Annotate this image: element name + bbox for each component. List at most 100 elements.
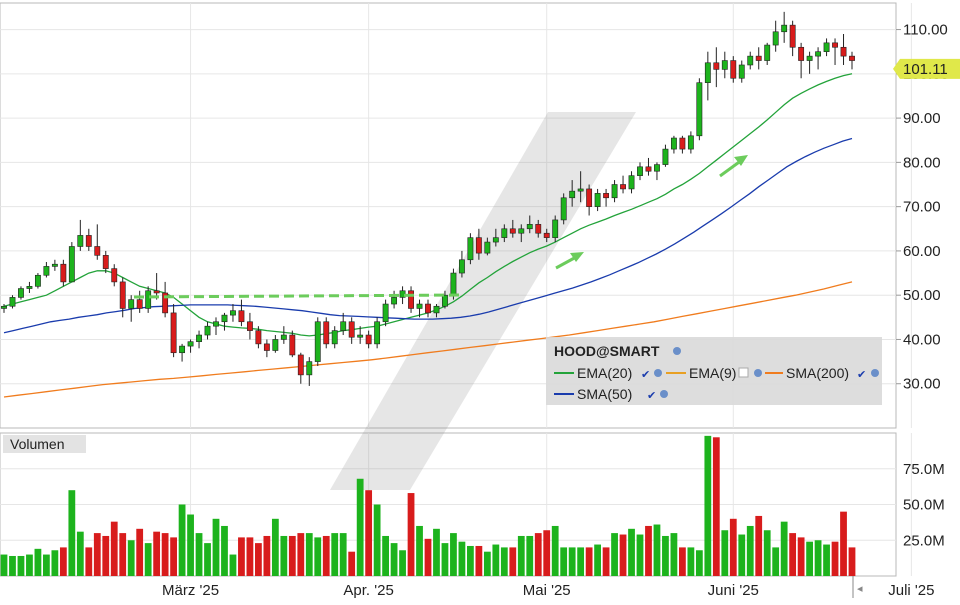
legend-settings-icon[interactable] bbox=[673, 347, 681, 355]
candle bbox=[111, 264, 118, 287]
candle bbox=[433, 304, 440, 318]
candle bbox=[535, 219, 542, 238]
candle bbox=[637, 162, 643, 181]
volume-bar bbox=[594, 544, 601, 576]
volume-bar bbox=[763, 530, 771, 576]
volume-bar bbox=[322, 535, 330, 576]
candle bbox=[382, 299, 389, 327]
legend-check-icon[interactable]: ✔ bbox=[647, 390, 656, 402]
candle bbox=[348, 317, 355, 344]
candle bbox=[509, 219, 516, 238]
legend-item-ema20[interactable]: EMA(20) bbox=[577, 365, 632, 381]
volume-bar bbox=[628, 528, 635, 576]
candle bbox=[94, 224, 101, 260]
volume-bar bbox=[823, 544, 830, 576]
candle bbox=[713, 47, 720, 88]
candle bbox=[849, 51, 855, 70]
volume-bar bbox=[34, 548, 42, 576]
legend-settings-icon[interactable] bbox=[871, 369, 879, 377]
candle bbox=[68, 242, 75, 283]
legend-title: HOOD@SMART bbox=[554, 343, 660, 359]
legend-item-ema9[interactable]: EMA(9) bbox=[689, 365, 736, 381]
volume-bar bbox=[212, 518, 220, 576]
volume-bar bbox=[399, 550, 406, 576]
candle bbox=[34, 273, 41, 289]
legend-check-icon[interactable]: ✔ bbox=[857, 369, 866, 381]
volume-bar bbox=[645, 525, 652, 576]
candle bbox=[594, 188, 601, 212]
legend-item-sma200[interactable]: SMA(200) bbox=[786, 365, 849, 381]
candle bbox=[501, 224, 508, 243]
volume-bar bbox=[780, 521, 788, 576]
candle bbox=[153, 273, 160, 300]
volume-bar bbox=[475, 545, 483, 576]
volume-bar bbox=[93, 533, 101, 576]
candle bbox=[1, 304, 7, 313]
volume-bar bbox=[59, 547, 67, 576]
volume-bar bbox=[127, 540, 135, 576]
candle bbox=[263, 339, 270, 358]
candle bbox=[357, 326, 364, 344]
volume-bar bbox=[9, 555, 16, 576]
volume-bar bbox=[17, 555, 25, 576]
volume-bar bbox=[271, 518, 279, 576]
candle bbox=[747, 51, 754, 70]
legend-check-icon[interactable]: ✔ bbox=[641, 369, 650, 381]
volume-bar bbox=[526, 535, 534, 576]
candle bbox=[331, 326, 338, 349]
legend-settings-icon[interactable] bbox=[754, 369, 762, 377]
arrow-up bbox=[555, 252, 584, 270]
x-tick-label: Juli '25 bbox=[888, 582, 934, 599]
candle bbox=[280, 326, 287, 344]
volume-bar bbox=[687, 547, 695, 576]
volume-bar bbox=[136, 528, 144, 576]
volume-bar bbox=[467, 545, 474, 576]
candle bbox=[798, 42, 805, 79]
candle bbox=[314, 317, 321, 367]
volume-bar bbox=[68, 490, 76, 576]
candle bbox=[246, 312, 253, 340]
volume-bar bbox=[738, 534, 746, 576]
candle bbox=[670, 135, 677, 154]
volume-bar bbox=[382, 535, 389, 576]
volume-bar bbox=[356, 478, 364, 576]
legend-settings-icon[interactable] bbox=[654, 369, 662, 377]
volume-y-axis: 75.0M 50.0M 25.0M bbox=[903, 461, 945, 550]
candle bbox=[425, 299, 431, 318]
legend-item-sma50[interactable]: SMA(50) bbox=[577, 386, 632, 402]
volume-bar bbox=[712, 437, 720, 576]
last-price-tag: 101.11 bbox=[893, 58, 960, 79]
volume-tick-label: 50.0M bbox=[903, 497, 945, 514]
volume-bar bbox=[204, 543, 211, 576]
y-tick-label: 70.00 bbox=[903, 199, 941, 216]
y-tick-label: 90.00 bbox=[903, 110, 941, 127]
candle bbox=[119, 277, 126, 318]
candle bbox=[552, 215, 559, 243]
candle bbox=[365, 330, 372, 349]
candle bbox=[840, 33, 847, 65]
scroll-arrow-icon[interactable]: ◂ bbox=[857, 583, 863, 595]
watermark-logo bbox=[330, 112, 636, 490]
volume-bar bbox=[636, 534, 644, 576]
volume-bar bbox=[806, 541, 813, 576]
volume-bar bbox=[611, 533, 618, 576]
y-tick-label: 60.00 bbox=[903, 243, 941, 260]
volume-bar bbox=[814, 540, 822, 576]
volume-bar bbox=[170, 537, 177, 576]
volume-bar bbox=[450, 533, 457, 576]
candle bbox=[764, 42, 771, 65]
legend-checkbox-icon[interactable] bbox=[738, 367, 749, 378]
legend-settings-icon[interactable] bbox=[660, 390, 668, 398]
candle bbox=[704, 51, 711, 101]
volume-bar bbox=[492, 544, 500, 576]
candle bbox=[806, 51, 813, 74]
volume-bar bbox=[238, 537, 245, 576]
volume-bar bbox=[679, 547, 686, 576]
candle bbox=[272, 335, 279, 353]
x-tick-label: Juni '25 bbox=[708, 582, 759, 599]
volume-bar bbox=[0, 554, 8, 576]
candle bbox=[696, 78, 703, 141]
volume-bar bbox=[433, 528, 440, 576]
y-tick-label: 110.00 bbox=[903, 22, 948, 39]
